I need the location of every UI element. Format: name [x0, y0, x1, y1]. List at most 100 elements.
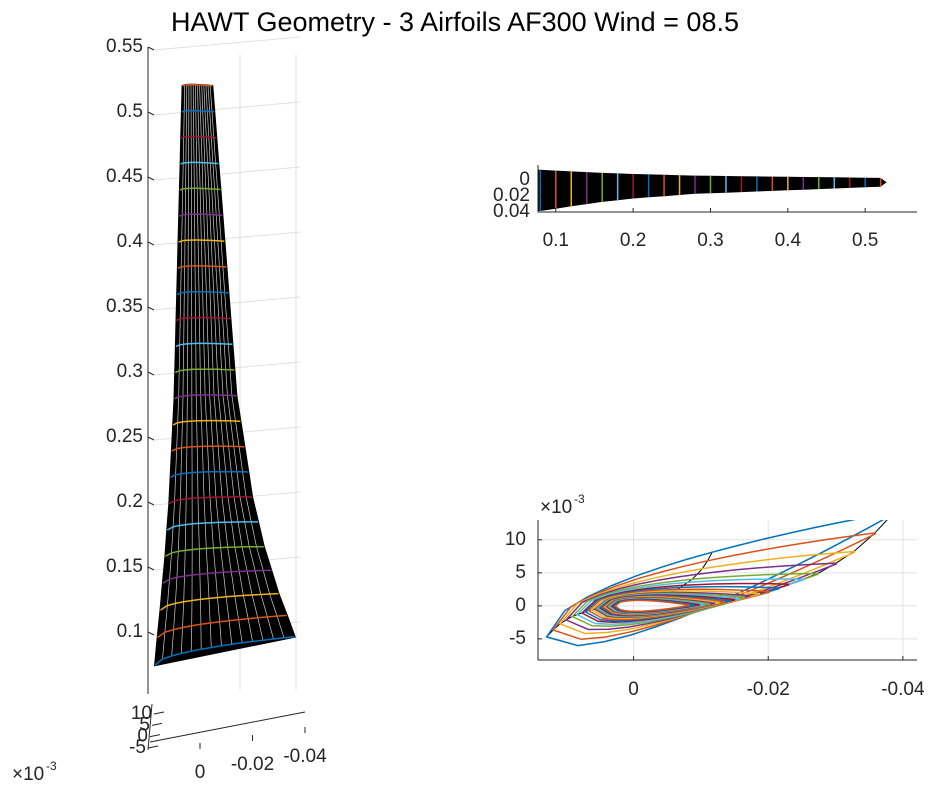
y-tick-label: 0.02	[493, 185, 530, 206]
section-curve	[180, 135, 217, 139]
x-tick-label: 0.1	[543, 230, 569, 251]
airfoil-section	[551, 532, 877, 641]
airfoil-section	[613, 599, 690, 613]
x-tick-label: 0.3	[697, 230, 723, 251]
section-curve	[166, 521, 258, 531]
section-curve	[178, 213, 223, 217]
z-tick-label: 0.15	[106, 556, 143, 577]
z-tick	[147, 111, 155, 116]
blade-3d-axes: 0.10.150.20.250.30.350.40.450.50.551050-…	[12, 36, 327, 785]
grid-line	[153, 101, 301, 116]
axes-box	[537, 520, 917, 661]
z-tick	[147, 241, 155, 246]
grid-line	[153, 231, 301, 246]
chart-title: HAWT Geometry - 3 Airfoils AF300 Wind = …	[171, 7, 739, 37]
z-tick-label: 0.4	[117, 231, 144, 252]
section-curve	[179, 187, 221, 191]
section-curve	[180, 161, 219, 165]
z-tick	[147, 306, 155, 311]
z-tick-label: 0.25	[106, 426, 143, 447]
z-tick-label: 0.35	[106, 296, 143, 317]
section-curve	[182, 84, 213, 87]
plot-area	[538, 169, 887, 212]
x-tick-label: 0	[195, 762, 206, 783]
axis-exponent: ×10	[12, 764, 44, 785]
z-tick	[147, 176, 155, 181]
z-tick	[147, 501, 155, 506]
section-curve	[174, 368, 235, 374]
y-tick-label: 0	[137, 726, 148, 747]
section-curve	[160, 592, 279, 611]
section-curve	[176, 290, 229, 296]
x-tick-label: -0.02	[747, 679, 790, 700]
grid-line	[153, 166, 301, 181]
airfoil-section	[558, 550, 856, 635]
axis-exponent-power: -3	[574, 492, 585, 506]
section-curve	[177, 265, 227, 269]
z-tick-label: 0.5	[117, 101, 143, 122]
y-tick	[153, 711, 165, 715]
section-curve	[175, 342, 233, 348]
planform	[538, 169, 887, 211]
plot-area	[545, 520, 888, 647]
y-tick-label: 10	[131, 703, 152, 724]
z-tick-label: 0.2	[117, 491, 143, 512]
y-tick	[151, 722, 163, 726]
y-tick-label: 0.04	[493, 201, 530, 222]
x-tick-label: -0.04	[283, 746, 327, 767]
section-curve	[171, 445, 245, 452]
z-tick-label: 0.45	[106, 166, 143, 187]
section-curve	[154, 635, 295, 666]
airfoil-section	[590, 590, 761, 620]
y-tick-label: 5	[515, 562, 526, 583]
section-curve	[176, 316, 231, 322]
z-tick	[147, 371, 155, 376]
grid-line	[153, 36, 301, 51]
mesh-line	[874, 520, 888, 534]
airfoil-section	[571, 572, 819, 627]
mesh-line	[707, 551, 713, 562]
y-tick-label: -5	[129, 737, 146, 758]
y-tick-label: 0	[519, 169, 530, 190]
mesh-line	[701, 560, 708, 570]
section-curve	[157, 614, 287, 639]
z-tick	[147, 46, 155, 51]
section-curve	[168, 496, 253, 505]
section-curve	[178, 239, 225, 243]
y-tick	[147, 745, 159, 749]
planform-axes: 0.1 0.2 0.3 0.4 0.5 00.020.04	[493, 165, 917, 251]
x-tick-label: 0.5	[852, 230, 878, 251]
section-curve	[170, 470, 249, 478]
axis-exponent-power: -3	[46, 759, 57, 773]
airfoil-section	[575, 578, 805, 625]
x-tick-label: -0.04	[881, 679, 925, 700]
z-tick	[147, 631, 155, 636]
x-tick-label: 0.4	[775, 230, 802, 251]
z-tick-label: 0.3	[117, 361, 143, 382]
z-tick-label: 0.1	[117, 621, 143, 642]
y-tick-label: 0	[515, 595, 526, 616]
z-tick	[147, 436, 155, 441]
section-curve	[162, 569, 272, 584]
section-curve	[165, 545, 264, 558]
airfoil-section	[564, 562, 838, 631]
y-axis-line	[147, 703, 153, 751]
x-tick-label: 0	[628, 679, 639, 700]
sections-axes: 0 -0.02 -0.04 10 5 0 -5 ×10 -3	[505, 492, 925, 700]
section-curve	[172, 419, 241, 426]
z-tick	[147, 566, 155, 571]
section-curve	[181, 109, 215, 113]
y-tick-label: 5	[139, 714, 150, 735]
axis-exponent: ×10	[540, 497, 572, 518]
airfoil-section	[587, 588, 771, 621]
x-axis-line	[149, 711, 306, 743]
mesh-line	[696, 568, 703, 575]
x-tick-label: -0.02	[231, 754, 274, 775]
y-tick-label: -5	[509, 628, 526, 649]
z-tick-label: 0.55	[106, 36, 143, 57]
section-curve	[174, 394, 237, 400]
x-tick-label: 0.2	[620, 230, 646, 251]
y-tick	[149, 734, 161, 738]
y-tick-label: 10	[505, 529, 526, 550]
